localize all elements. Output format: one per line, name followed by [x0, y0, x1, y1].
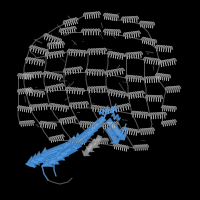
Polygon shape — [23, 71, 43, 79]
Polygon shape — [149, 112, 167, 119]
Polygon shape — [105, 68, 125, 77]
Polygon shape — [86, 139, 98, 152]
Polygon shape — [48, 142, 81, 164]
Polygon shape — [123, 31, 141, 39]
Polygon shape — [19, 120, 35, 127]
Polygon shape — [93, 138, 109, 145]
Polygon shape — [107, 51, 125, 60]
Polygon shape — [143, 76, 161, 83]
Polygon shape — [17, 73, 33, 80]
Polygon shape — [133, 144, 149, 151]
Polygon shape — [110, 122, 126, 140]
Polygon shape — [81, 29, 101, 35]
Polygon shape — [121, 16, 139, 23]
Polygon shape — [139, 128, 155, 135]
Polygon shape — [125, 75, 143, 82]
Polygon shape — [161, 105, 177, 112]
Polygon shape — [45, 83, 65, 93]
Polygon shape — [161, 119, 177, 127]
Polygon shape — [25, 57, 45, 66]
Polygon shape — [49, 134, 65, 143]
Polygon shape — [70, 122, 102, 146]
Polygon shape — [59, 116, 77, 125]
Polygon shape — [155, 45, 173, 52]
Polygon shape — [66, 126, 98, 148]
Polygon shape — [30, 149, 61, 165]
Polygon shape — [63, 18, 78, 27]
Polygon shape — [40, 141, 71, 159]
Polygon shape — [65, 87, 85, 95]
Polygon shape — [71, 137, 87, 145]
Polygon shape — [106, 127, 121, 144]
Polygon shape — [121, 127, 139, 136]
Polygon shape — [74, 116, 106, 144]
Polygon shape — [79, 121, 97, 128]
Polygon shape — [67, 49, 87, 57]
Polygon shape — [45, 50, 65, 59]
Polygon shape — [26, 153, 57, 168]
Polygon shape — [58, 134, 90, 156]
Polygon shape — [43, 71, 63, 81]
Polygon shape — [125, 52, 143, 59]
Polygon shape — [25, 89, 45, 97]
Polygon shape — [143, 57, 161, 65]
Polygon shape — [82, 143, 94, 156]
Polygon shape — [145, 95, 163, 102]
Polygon shape — [91, 105, 111, 113]
Polygon shape — [43, 33, 62, 45]
Polygon shape — [101, 122, 119, 129]
Polygon shape — [113, 143, 129, 152]
Polygon shape — [159, 58, 177, 67]
Polygon shape — [29, 103, 49, 111]
Polygon shape — [141, 37, 157, 46]
Polygon shape — [63, 66, 83, 75]
Polygon shape — [165, 86, 181, 93]
Polygon shape — [49, 103, 69, 112]
Polygon shape — [155, 73, 171, 81]
Polygon shape — [47, 42, 65, 49]
Polygon shape — [91, 135, 102, 148]
Polygon shape — [17, 105, 33, 113]
Polygon shape — [103, 29, 121, 36]
Polygon shape — [131, 111, 149, 118]
Polygon shape — [59, 26, 77, 35]
Polygon shape — [85, 69, 105, 76]
Polygon shape — [42, 146, 77, 167]
Polygon shape — [54, 138, 86, 160]
Polygon shape — [29, 45, 48, 55]
Polygon shape — [39, 121, 57, 129]
Polygon shape — [87, 48, 107, 55]
Polygon shape — [107, 89, 127, 98]
Polygon shape — [103, 13, 119, 21]
Polygon shape — [111, 103, 131, 113]
Polygon shape — [127, 91, 145, 99]
Polygon shape — [34, 145, 65, 163]
Polygon shape — [139, 21, 155, 28]
Polygon shape — [83, 12, 101, 19]
Polygon shape — [62, 130, 94, 152]
Polygon shape — [106, 118, 122, 136]
Polygon shape — [87, 86, 107, 93]
Polygon shape — [69, 101, 89, 109]
Polygon shape — [17, 87, 33, 95]
